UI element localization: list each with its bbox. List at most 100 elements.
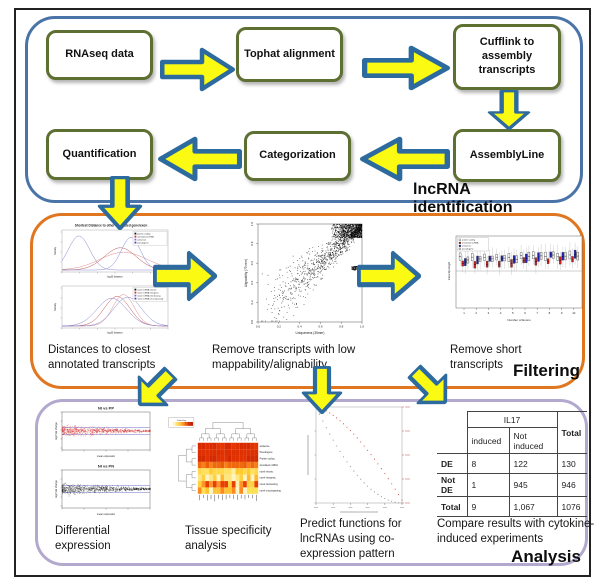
svg-text:transcript length: transcript length	[447, 261, 451, 280]
svg-text:annotated ncRNA: annotated ncRNA	[462, 242, 479, 245]
section-lncrna-identification	[25, 16, 583, 203]
boxplot-figure: protein coding annotated ncRNA antisense ps…	[440, 231, 588, 331]
scatter-figure: 0.0 0.2 0.4 0.6 0.8 1.0 0.0 0.2 0.4 0.6 0.8 1.0 Uniq…	[240, 221, 370, 341]
coexp-figure	[300, 403, 418, 516]
svg-text:mean expression: mean expression	[97, 455, 116, 458]
table-total-header: Total	[557, 411, 588, 454]
svg-text:1: 1	[463, 311, 465, 315]
svg-text:Density: Density	[54, 246, 57, 255]
caption-tissue-specificity: Tissue specificity analysis	[185, 525, 272, 553]
table-col-header: induced	[466, 427, 509, 454]
svg-text:Number of Exons: Number of Exons	[507, 318, 531, 322]
svg-text:6: 6	[524, 311, 526, 315]
svg-text:annotated ncRNA: annotated ncRNA	[260, 464, 279, 467]
svg-text:0.8: 0.8	[250, 241, 254, 246]
arrow-cufflink-to-assemblyline-icon	[487, 90, 531, 130]
table-row-label: Total	[437, 496, 467, 517]
svg-text:0.2: 0.2	[277, 325, 282, 329]
svg-text:0.4: 0.4	[298, 325, 303, 329]
ma-top-figure: NI vs PP mean expression log2 fold change	[48, 404, 154, 460]
table-cell: 9	[466, 496, 509, 517]
table-col-header: Not induced	[508, 427, 558, 454]
ma-bottom-figure: NI vs PN mean expression log2 fold change	[48, 462, 154, 518]
svg-text:0.0: 0.0	[256, 325, 261, 329]
table-cell	[437, 412, 467, 428]
svg-text:7: 7	[536, 311, 538, 315]
arrow-assemblyline-to-categorization-icon	[360, 136, 450, 182]
svg-text:log2 fold change: log2 fold change	[55, 480, 58, 498]
arrow-tophat-to-cufflink-icon	[362, 45, 450, 91]
label-filtering: Filtering	[512, 361, 580, 380]
svg-text:novel ncRNA interleaving: novel ncRNA interleaving	[137, 294, 161, 297]
svg-text:log10 distance: log10 distance	[107, 276, 123, 279]
node-rnaseq-data: RNAseq data	[46, 30, 153, 80]
caption-mappability: Remove transcripts with low mappability/…	[212, 344, 356, 372]
heatmap-figure: Color Key antisense Pseudogene Protein codi…	[163, 412, 281, 518]
table-cell: 1	[466, 473, 509, 497]
node-categorization: Categorization	[244, 131, 351, 181]
svg-text:annotated ncRNA: annotated ncRNA	[137, 235, 154, 238]
svg-text:novel intronic: novel intronic	[260, 470, 274, 473]
svg-text:NI vs PP: NI vs PP	[98, 406, 114, 411]
table-row-label: Not DE	[437, 473, 467, 497]
caption-predict-functions: Predict functions for lncRNAs using co-e…	[300, 518, 402, 561]
svg-text:protein coding: protein coding	[462, 239, 476, 242]
section-filtering	[30, 213, 585, 389]
svg-text:novel intergenic: novel intergenic	[260, 477, 277, 480]
svg-text:2: 2	[475, 311, 477, 315]
caption-compare-results: Compare results with cytokine-induced ex…	[437, 518, 595, 546]
caption-distances: Distances to closest annotated transcrip…	[48, 344, 156, 372]
node-tophat-alignment: Tophat alignment	[236, 27, 343, 82]
table-cell: 946	[556, 473, 588, 497]
label-analysis: Analysis	[511, 547, 581, 566]
svg-text:novel ncRNA encompassing: novel ncRNA encompassing	[137, 297, 164, 300]
svg-text:Shortest Distance to other ann: Shortest Distance to other annotated gen…	[75, 224, 148, 228]
svg-text:0.8: 0.8	[339, 325, 344, 329]
arrow-quantification-to-filtering-icon	[97, 176, 143, 230]
svg-text:log2 fold change: log2 fold change	[55, 422, 58, 440]
svg-text:mean expression: mean expression	[97, 513, 116, 516]
arrow-scatter-to-boxplot-icon	[357, 250, 421, 302]
label-lncrna-identification: lncRNA identification	[413, 181, 513, 216]
svg-text:novel interleaving: novel interleaving	[260, 483, 279, 486]
svg-text:log10 distance: log10 distance	[107, 332, 123, 335]
svg-text:1.0: 1.0	[360, 325, 365, 329]
svg-text:antisense: antisense	[462, 245, 472, 248]
svg-text:0.6: 0.6	[318, 325, 323, 329]
arrow-filtering-to-analysis-middle-icon	[301, 366, 343, 414]
svg-text:pseudogene: pseudogene	[137, 242, 149, 244]
svg-text:novel ncRNA intergenic: novel ncRNA intergenic	[137, 291, 159, 294]
arrow-filtering-to-analysis-left-icon	[123, 357, 187, 421]
table-cell: 8	[466, 453, 509, 474]
table-cell: 945	[508, 473, 558, 497]
svg-text:4: 4	[500, 311, 502, 315]
il17-results-table: IL17 Total induced Not induced DE 8 122 …	[437, 411, 588, 517]
arrow-categorization-to-quantification-icon	[158, 136, 242, 182]
svg-text:antisense: antisense	[260, 445, 271, 448]
svg-text:8: 8	[549, 311, 551, 315]
caption-short-transcripts: Remove short transcripts	[450, 344, 522, 372]
svg-text:Pseudogene: Pseudogene	[260, 452, 274, 454]
table-group-header: IL17	[466, 411, 558, 428]
svg-text:Color Key: Color Key	[177, 420, 187, 422]
arrow-density-to-scatter-icon	[153, 250, 217, 302]
table-row-label: DE	[437, 453, 467, 474]
svg-text:Protein coding: Protein coding	[260, 458, 275, 461]
svg-text:1.0: 1.0	[250, 222, 254, 227]
svg-text:protein coding: protein coding	[137, 232, 151, 235]
node-quantification: Quantification	[46, 129, 153, 180]
table-cell	[437, 427, 467, 454]
svg-text:Uniqueness (35mer): Uniqueness (35mer)	[296, 331, 325, 335]
svg-text:Alignability (75 mer): Alignability (75 mer)	[244, 259, 248, 287]
density-figure: Shortest Distance to other annotated gen…	[46, 220, 176, 338]
table-cell: 130	[556, 453, 588, 474]
svg-text:novel ncRNA intronic: novel ncRNA intronic	[137, 288, 156, 291]
svg-text:Density: Density	[54, 302, 57, 311]
svg-text:10: 10	[572, 311, 576, 315]
table-cell: 1076	[556, 496, 588, 517]
svg-text:antisense: antisense	[137, 238, 147, 241]
svg-text:0.4: 0.4	[250, 280, 254, 285]
svg-text:pseudogene: pseudogene	[462, 249, 474, 251]
node-cufflink-assembly: Cufflink to assembly transcripts	[453, 24, 561, 90]
svg-text:0.0: 0.0	[250, 320, 254, 325]
